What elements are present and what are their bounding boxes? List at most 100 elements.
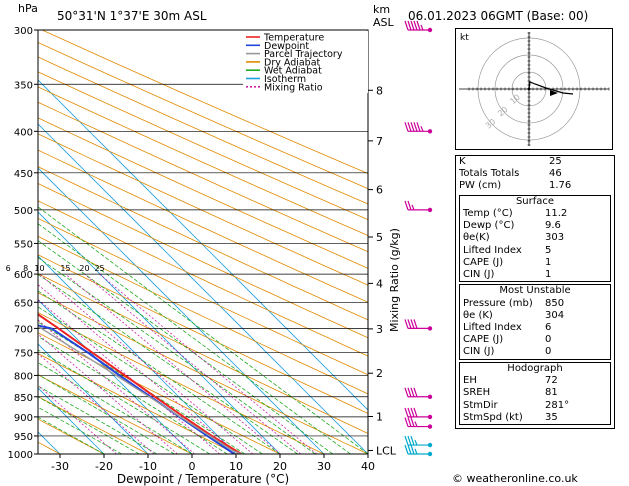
wind-barb-flag — [410, 319, 415, 329]
wet-adiabat-line — [38, 374, 175, 454]
hodograph-stat-value: 35 — [545, 411, 558, 423]
wind-barb-flag — [416, 20, 421, 31]
mixing-ratio-line — [39, 273, 254, 454]
wind-barb — [404, 417, 433, 429]
plot-frame — [37, 29, 369, 455]
most-unstable-label: Lifted Index — [463, 322, 522, 334]
surface-label: θe(K) — [463, 232, 490, 244]
wind-barb-half-flag — [414, 448, 418, 455]
location-title: 50°31'N 1°37'E 30m ASL — [57, 9, 207, 23]
wind-barb-flag — [410, 435, 415, 446]
index-label: K — [459, 156, 466, 167]
mixing-ratio-label: 8 — [23, 264, 28, 273]
hodograph-stat-row: SREH 81 — [460, 387, 610, 399]
legend-label-temperature: Temperature — [263, 33, 324, 44]
mixing-ratio-axis-label: Mixing Ratio (g/kg) — [388, 228, 401, 332]
surface-row: Dewp (°C) 9.6 — [460, 220, 610, 232]
hodograph-stat-row: EH 72 — [460, 375, 610, 387]
hodograph-table-title: Hodograph — [507, 362, 563, 374]
wind-barb-dot — [427, 451, 433, 457]
legend-label-dewpoint: Dewpoint — [264, 41, 309, 52]
wind-barb-flag — [413, 387, 418, 397]
hodograph-stat-value: 72 — [545, 375, 558, 387]
isotherm-line — [38, 211, 281, 454]
wind-barb-flag — [404, 200, 409, 211]
surface-row: CAPE (J) 1 — [460, 257, 610, 269]
dry-adiabat-line — [38, 133, 368, 286]
storm-motion-marker — [550, 90, 558, 96]
surface-value: 1 — [545, 256, 552, 268]
copyright-footer: © weatheronline.co.uk — [452, 472, 578, 485]
hodograph-stat-label: StmSpd (kt) — [463, 411, 523, 423]
wind-barb — [404, 20, 433, 33]
wind-barb-dot — [427, 27, 433, 33]
wind-barb-flag — [407, 319, 412, 329]
pressure-tick-label: 1000 — [8, 450, 33, 461]
height-tick-label: 8 — [376, 84, 383, 97]
wind-barb-flag — [407, 200, 412, 211]
pressure-tick-label: 300 — [14, 26, 33, 37]
most-unstable-value: 6 — [545, 322, 552, 334]
wind-barb-flag — [410, 122, 415, 132]
index-value: 25 — [549, 156, 562, 167]
pressure-tick-label: 350 — [14, 80, 33, 91]
dry-adiabat-line — [38, 56, 368, 205]
pressure-tick-label: 650 — [14, 298, 33, 309]
wind-barb-dot — [427, 326, 433, 331]
hodograph-stat-label: StmDir — [463, 399, 498, 411]
wind-barb-flag — [410, 20, 415, 31]
hodograph-stat-value: 281° — [545, 399, 570, 411]
most-unstable-value: 0 — [545, 346, 552, 358]
parcel-profile — [38, 325, 242, 454]
temperature-tick-label: 20 — [273, 460, 287, 473]
wind-barb-flag — [410, 407, 415, 418]
wind-barb-flag — [407, 435, 412, 446]
wind-barb — [404, 319, 433, 331]
temperature-tick-label: -30 — [51, 460, 69, 473]
mixing-ratio-label: 10 — [34, 264, 44, 273]
index-row: PW (cm) 1.76 — [456, 180, 614, 192]
dry-adiabat-line — [38, 273, 368, 434]
wind-barb-flag — [404, 435, 409, 446]
hodograph-stat-row: StmSpd (kt) 35 — [460, 412, 610, 424]
wind-barb-dot — [427, 129, 433, 134]
dry-adiabat-line — [38, 101, 368, 253]
mixing-ratio-label: 25 — [94, 264, 104, 273]
surface-label: Dewp (°C) — [463, 220, 515, 232]
wind-barb-flag — [407, 122, 412, 132]
isotherm-line — [38, 123, 368, 454]
wind-barb-flag — [404, 122, 409, 132]
datetime-title: 06.01.2023 06GMT (Base: 00) — [408, 9, 588, 23]
hodograph-stat-row: StmDir 281° — [460, 400, 610, 412]
mixing-ratio-label: 6 — [6, 264, 11, 273]
wind-barb — [404, 435, 433, 448]
wind-barb-dot — [427, 442, 433, 448]
pressure-tick-label: 900 — [14, 413, 33, 424]
most-unstable-title: Most Unstable — [499, 285, 571, 297]
dry-adiabat-line — [38, 235, 368, 395]
hodograph-start-point — [527, 87, 531, 91]
most-unstable-label: CIN (J) — [463, 346, 495, 358]
legend-label-isotherm: Isotherm — [264, 74, 306, 85]
temperature-tick-label: 0 — [189, 460, 196, 473]
isotherm-line — [38, 79, 368, 411]
most-unstable-label: CAPE (J) — [463, 334, 504, 346]
wind-barb-flag — [410, 417, 415, 427]
most-unstable-row: CAPE (J) 0 — [460, 334, 610, 346]
wind-barb-dot — [427, 424, 433, 429]
mixing-ratio-line — [65, 273, 281, 454]
dry-adiabat-line — [41, 30, 368, 175]
wind-barb-half-flag — [420, 126, 424, 132]
wet-adiabat-line — [38, 257, 316, 454]
most-unstable-value: 850 — [545, 297, 565, 309]
wind-barb-flag — [404, 20, 409, 31]
temperature-profile — [38, 313, 242, 454]
pressure-tick-label: 750 — [14, 349, 33, 360]
surface-value: 11.2 — [545, 208, 568, 220]
wind-barb — [404, 407, 433, 420]
legend-label-wet_adiabat: Wet Adiabat — [264, 66, 322, 77]
temperature-tick-label: 30 — [317, 460, 331, 473]
wind-barb-flag — [413, 407, 418, 418]
height-tick-label: 4 — [376, 277, 383, 290]
